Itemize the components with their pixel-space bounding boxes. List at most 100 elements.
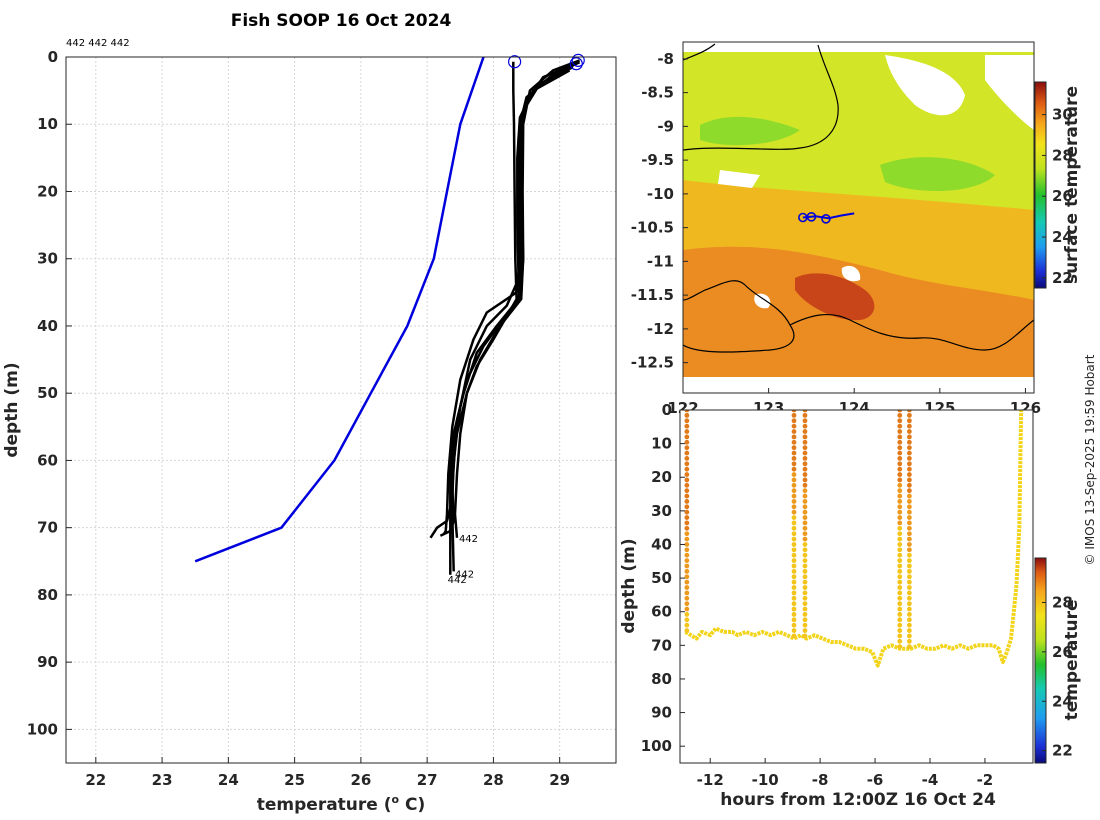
section-cast-point: [906, 499, 912, 504]
section-cast-point: [802, 606, 808, 612]
section-cast-point: [684, 493, 690, 499]
section-cast-point: [684, 568, 690, 574]
section-cast-point: [684, 585, 690, 590]
section-plot-area: [680, 410, 1033, 763]
map-y-tick-label: -9: [657, 117, 674, 135]
section-cast-point: [897, 558, 903, 564]
sst-cloud-gap: [985, 55, 1034, 130]
cast-id-label: 442: [448, 575, 467, 586]
section-cast-point: [802, 601, 808, 607]
cast-line: [439, 69, 571, 537]
section-cast-point: [906, 606, 912, 612]
section-cast-point: [791, 595, 797, 601]
profile-y-ticks: 0 10 20 30 40 50 60 70 80 90 100: [27, 48, 72, 738]
section-cast-point: [791, 558, 797, 564]
section-cast-point: [906, 612, 912, 617]
section-cast-point: [897, 412, 903, 418]
section-cast-point: [897, 606, 903, 612]
map-y-tick-label: -12.5: [631, 354, 674, 372]
section-cast-point: [802, 493, 808, 499]
y-tick-label: 0: [48, 48, 58, 66]
section-cast-point: [906, 601, 912, 607]
section-cast-point: [684, 429, 690, 434]
section-cast-point: [906, 461, 912, 467]
section-cast-point: [802, 509, 808, 515]
section-cast-point: [684, 472, 690, 477]
section-cast-point: [802, 434, 808, 440]
section-cast-point: [791, 461, 797, 467]
section-cast-point: [684, 628, 690, 633]
section-cast-point: [791, 515, 797, 520]
section-cast-point: [906, 493, 912, 499]
sst-map-area: [683, 42, 1034, 393]
profile-plot-area: [66, 57, 616, 763]
section-x-tick-label: -4: [922, 771, 939, 789]
section-cast-point: [684, 574, 690, 580]
map-y-tick-label: -8.5: [641, 84, 674, 102]
section-cast-point: [802, 552, 808, 558]
section-y-tick-label: 60: [651, 603, 672, 621]
section-frame: [679, 409, 1034, 764]
section-cast-point: [802, 515, 808, 520]
section-cast-point: [802, 579, 808, 585]
cast-line: [429, 61, 581, 539]
section-cast-point: [684, 450, 690, 456]
colorbar-tick-label: 28: [1052, 593, 1073, 611]
section-cast-point: [791, 633, 797, 639]
section-cast-point: [684, 482, 690, 488]
ship-position-marker: [821, 214, 831, 224]
sst-cloud-gap: [718, 170, 760, 188]
x-tick-label: 28: [483, 771, 504, 789]
section-cast-point: [897, 477, 903, 483]
section-cast-point: [802, 482, 808, 488]
section-colorbar-label: temperature: [1062, 599, 1082, 720]
section-cast-point: [684, 612, 690, 617]
colorbar-tick-label: 26: [1052, 643, 1073, 661]
section-cast-point: [906, 633, 912, 639]
section-cast-point: [791, 445, 797, 451]
section-cast-point: [791, 499, 797, 504]
section-cast-point: [684, 423, 690, 429]
section-cast-point: [897, 461, 903, 467]
section-cast-point: [802, 456, 808, 461]
section-cast-point: [897, 563, 903, 569]
section-cast-point: [897, 466, 903, 472]
section-cast-point: [802, 612, 808, 617]
surface-marker: [571, 53, 585, 67]
section-cast-point: [791, 574, 797, 580]
section-cast-point: [802, 542, 808, 547]
section-cast-point: [791, 477, 797, 483]
y-tick-label: 20: [37, 182, 58, 200]
map-y-tick-label: -12: [647, 320, 674, 338]
section-cast-point: [906, 552, 912, 558]
sst-green-patch: [880, 157, 995, 192]
section-cast-point: [906, 412, 912, 418]
section-cast-point: [684, 622, 690, 628]
section-cast-point: [684, 488, 690, 494]
section-y-tick-label: 80: [651, 670, 672, 688]
section-cast-point: [684, 410, 690, 413]
section-cast-point: [906, 477, 912, 483]
section-cast-point: [684, 520, 690, 526]
ship-track: [798, 212, 855, 224]
section-cast-point: [791, 509, 797, 515]
sst-cloud-gap: [754, 293, 771, 309]
section-cast-point: [802, 525, 808, 531]
section-y-tick-label: 70: [651, 636, 672, 654]
y-tick-label: 10: [37, 115, 58, 133]
section-cast-point: [897, 525, 903, 531]
section-cast-point: [906, 638, 912, 644]
section-x-axis-label: hours from 12:00Z 16 Oct 24: [720, 790, 996, 810]
section-cast-point: [802, 590, 808, 596]
sst-green-patch: [700, 116, 800, 146]
section-cast-point: [791, 606, 797, 612]
section-cast-point: [802, 439, 808, 445]
coastline: [683, 44, 839, 151]
section-cast-point: [802, 628, 808, 633]
section-cast-point: [897, 568, 903, 574]
sst-colorbar-frame: [1034, 81, 1047, 289]
reference-profile-line: [194, 57, 485, 563]
section-cast-point: [791, 579, 797, 585]
